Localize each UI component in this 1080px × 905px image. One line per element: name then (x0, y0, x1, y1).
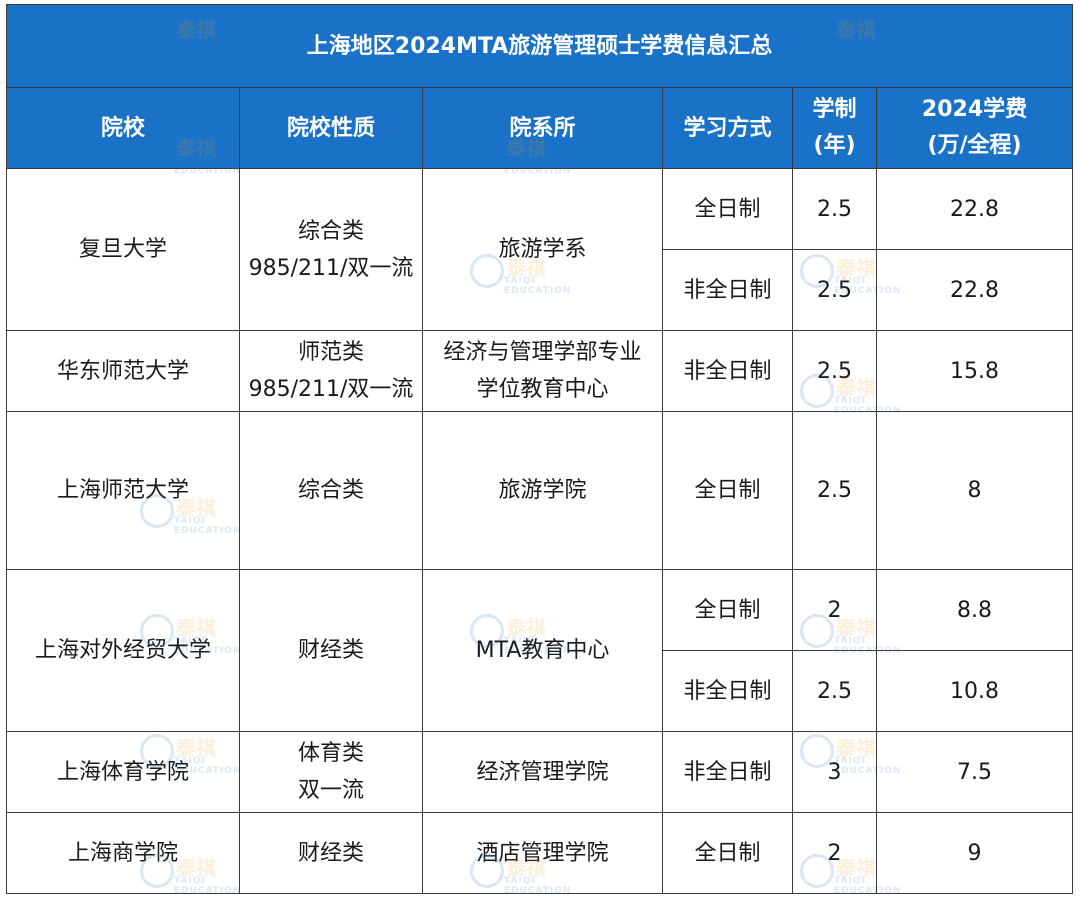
cell-school: 上海师范大学 (6, 411, 240, 570)
header-nature: 院校性质 (239, 87, 423, 169)
cell-years: 3 (792, 731, 877, 813)
cell-nature: 财经类 (239, 812, 423, 894)
header-fee-line2: (万/全程) (927, 133, 1022, 158)
cell-mode: 全日制 (662, 569, 793, 651)
cell-nature: 综合类 (239, 411, 423, 570)
fee-table: 上海地区2024MTA旅游管理硕士学费信息汇总 院校 院校性质 院系所 学习方式… (5, 4, 1074, 894)
header-row: 院校 院校性质 院系所 学习方式 学制 (年) 2024学费 (万/全程) (6, 87, 1074, 169)
cell-nature: 体育类 双一流 (239, 731, 423, 813)
dept-line1: 经济与管理学部专业 (443, 340, 642, 365)
cell-years: 2 (792, 569, 877, 651)
cell-school: 华东师范大学 (6, 330, 240, 412)
table-row: 上海对外经贸大学 财经类 MTA教育中心 全日制 2 8.8 (6, 569, 1074, 732)
cell-school: 复旦大学 (6, 168, 240, 331)
header-years-line1: 学制 (812, 97, 857, 122)
cell-years: 2.5 (792, 168, 877, 250)
table-row: 非全日制 2.5 22.8 (7, 249, 1074, 331)
fee-table-container: 上海地区2024MTA旅游管理硕士学费信息汇总 院校 院校性质 院系所 学习方式… (5, 4, 1074, 899)
cell-mode: 全日制 (662, 411, 793, 570)
cell-fee: 15.8 (875, 330, 1074, 412)
cell-fee: 8 (875, 411, 1074, 570)
table-row: 上海师范大学 综合类 旅游学院 全日制 2.5 8 (6, 411, 1074, 570)
cell-dept: 旅游学系 (422, 168, 663, 331)
nature-line1: 体育类 (297, 741, 364, 766)
cell-dept: 酒店管理学院 (422, 812, 663, 894)
cell-years: 2.5 (792, 330, 877, 412)
nature-line1: 综合类 (297, 218, 364, 244)
dept-line2: 学位教育中心 (476, 377, 609, 402)
table-title: 上海地区2024MTA旅游管理硕士学费信息汇总 (5, 4, 1074, 88)
cell-mode: 非全日制 (662, 330, 793, 412)
nature-line2: 双一流 (297, 778, 364, 803)
cell-mode: 全日制 (662, 812, 793, 894)
header-dept: 院系所 (422, 87, 663, 169)
header-fee-line1: 2024学费 (921, 97, 1028, 122)
cell-years: 2.5 (792, 650, 877, 732)
cell-school: 上海商学院 (6, 812, 240, 894)
cell-dept: 经济与管理学部专业 学位教育中心 (422, 330, 663, 412)
cell-fee: 8.8 (875, 569, 1074, 651)
cell-fee: 7.5 (875, 731, 1074, 813)
cell-years: 2 (792, 812, 877, 894)
cell-years: 2.5 (792, 411, 877, 570)
header-fee: 2024学费 (万/全程) (875, 87, 1074, 169)
cell-nature: 财经类 (239, 569, 423, 732)
header-years-line2: (年) (813, 133, 856, 158)
cell-fee: 10.8 (875, 650, 1074, 732)
cell-years: 2.5 (792, 249, 877, 331)
cell-fee: 9 (875, 812, 1074, 894)
cell-school: 上海对外经贸大学 (6, 569, 240, 732)
cell-dept: MTA教育中心 (422, 569, 663, 732)
cell-mode: 非全日制 (662, 249, 793, 331)
header-mode: 学习方式 (662, 87, 793, 169)
header-years: 学制 (年) (792, 87, 877, 169)
cell-mode: 非全日制 (662, 650, 793, 732)
cell-dept: 经济管理学院 (422, 731, 663, 813)
cell-fee: 22.8 (875, 168, 1074, 250)
cell-nature: 师范类 985/211/双一流 (239, 330, 423, 412)
table-row: 华东师范大学 师范类 985/211/双一流 经济与管理学部专业 学位教育中心 … (6, 330, 1074, 412)
table-row: 复旦大学 综合类 985/211/双一流 旅游学系 全日制 2.5 22.8 (6, 168, 1074, 331)
nature-line1: 师范类 (297, 340, 364, 365)
table-row: 上海商学院 财经类 酒店管理学院 全日制 2 9 (6, 812, 1074, 894)
cell-school: 上海体育学院 (6, 731, 240, 813)
table-row: 上海体育学院 体育类 双一流 经济管理学院 非全日制 3 7.5 (6, 731, 1074, 813)
header-school: 院校 (6, 87, 240, 169)
cell-fee: 22.8 (875, 249, 1074, 331)
cell-mode: 全日制 (662, 168, 793, 250)
nature-line2: 985/211/双一流 (248, 377, 414, 402)
nature-line2: 985/211/双一流 (248, 255, 414, 281)
cell-nature: 综合类 985/211/双一流 (239, 168, 423, 331)
cell-mode: 非全日制 (662, 731, 793, 813)
cell-dept: 旅游学院 (422, 411, 663, 570)
